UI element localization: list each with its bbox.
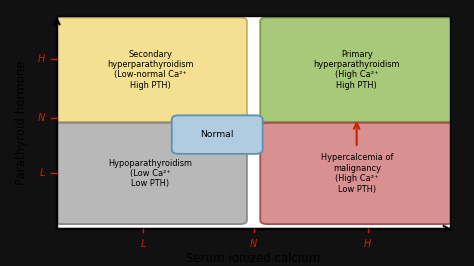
FancyBboxPatch shape: [172, 115, 263, 154]
Text: Hypercalcemia of
malignancy
(High Ca²⁺
Low PTH): Hypercalcemia of malignancy (High Ca²⁺ L…: [321, 153, 393, 194]
Text: Secondary
hyperparathyroidism
(Low-normal Ca²⁺
High PTH): Secondary hyperparathyroidism (Low-norma…: [107, 49, 193, 90]
FancyBboxPatch shape: [54, 123, 247, 224]
Text: N: N: [38, 113, 45, 123]
Text: N: N: [250, 239, 257, 250]
FancyBboxPatch shape: [260, 18, 454, 122]
Text: Parathyroid hormone: Parathyroid hormone: [15, 60, 28, 185]
Text: Normal: Normal: [201, 130, 234, 139]
Text: Primary
hyperparathyroidism
(High Ca²⁺
High PTH): Primary hyperparathyroidism (High Ca²⁺ H…: [314, 49, 400, 90]
Text: Serum ionized calcium: Serum ionized calcium: [186, 252, 321, 265]
Text: Hypoparathyroidism
(Low Ca²⁺
Low PTH): Hypoparathyroidism (Low Ca²⁺ Low PTH): [109, 159, 192, 188]
Text: L: L: [141, 239, 146, 250]
FancyBboxPatch shape: [260, 123, 454, 224]
Text: H: H: [38, 53, 45, 64]
FancyBboxPatch shape: [54, 18, 247, 122]
Text: L: L: [40, 168, 45, 178]
Text: H: H: [364, 239, 371, 250]
